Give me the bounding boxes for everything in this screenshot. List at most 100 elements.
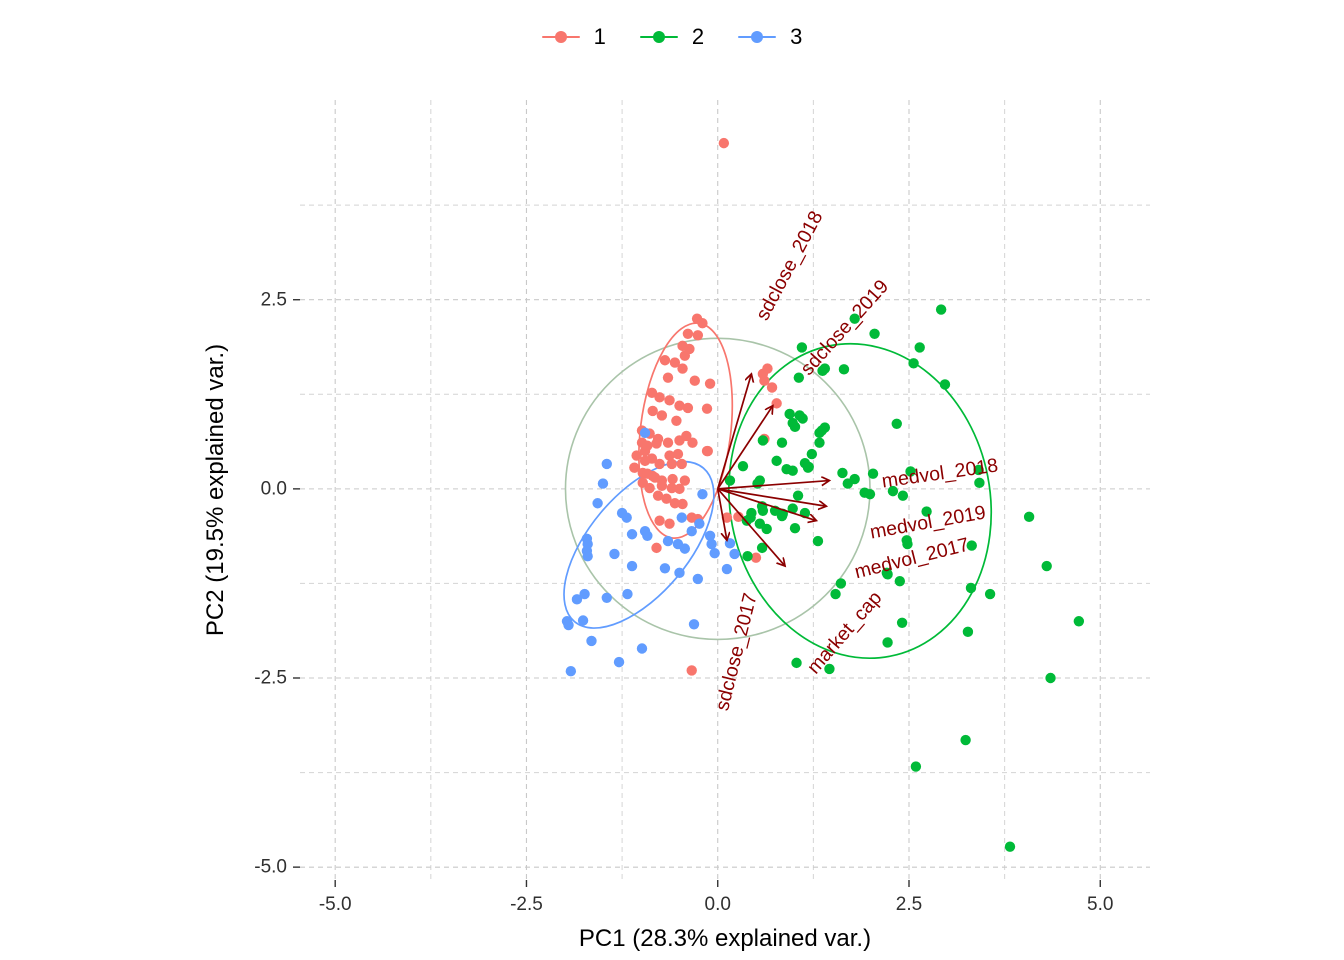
data-point-group-1 <box>771 398 782 409</box>
data-point-group-1 <box>666 482 678 494</box>
data-point-group-1 <box>644 482 655 494</box>
data-point-group-1 <box>687 437 698 448</box>
data-point-group-3 <box>577 615 589 626</box>
data-point-group-2 <box>787 503 798 514</box>
data-point-group-2 <box>1045 672 1056 684</box>
data-point-group-2 <box>914 342 925 353</box>
data-point-group-2 <box>896 617 908 628</box>
data-point-group-1 <box>701 403 713 414</box>
data-point-group-1 <box>692 330 704 341</box>
data-point-group-2 <box>962 626 974 638</box>
data-point-group-2 <box>789 421 801 433</box>
data-point-group-1 <box>649 472 661 483</box>
x-tick-label: 0.0 <box>704 894 731 915</box>
data-point-group-2 <box>784 408 795 420</box>
data-point-group-3 <box>679 543 691 554</box>
data-point-group-2 <box>791 657 802 669</box>
data-point-group-1 <box>676 458 687 470</box>
loading-arrow-sdclose_2017 <box>716 488 727 540</box>
data-point-group-1 <box>652 490 664 501</box>
data-point-group-3 <box>621 512 632 523</box>
data-point-group-1 <box>659 355 671 366</box>
data-point-group-3 <box>609 548 620 560</box>
data-point-group-2 <box>787 465 798 476</box>
data-point-group-1 <box>677 498 688 510</box>
legend-label: 1 <box>593 24 606 49</box>
data-point-group-1 <box>679 350 691 361</box>
data-point-group-2 <box>817 365 828 377</box>
legend-label: 3 <box>790 24 803 49</box>
x-tick-label: 5.0 <box>1087 894 1114 915</box>
data-point-group-2 <box>1004 841 1016 852</box>
data-point-group-3 <box>706 538 717 550</box>
data-point-group-3 <box>704 530 716 541</box>
data-point-group-2 <box>776 510 788 522</box>
loading-arrow-medvol_2019 <box>717 488 827 506</box>
legend-key-line <box>541 31 580 43</box>
data-point-group-1 <box>704 378 716 389</box>
loading-arrows <box>716 374 830 566</box>
data-point-group-1 <box>671 415 682 426</box>
data-point-group-2 <box>1023 511 1035 523</box>
data-point-group-2 <box>859 487 870 498</box>
data-point-group-1 <box>686 665 697 676</box>
data-point-group-3 <box>636 643 648 654</box>
data-point-group-3 <box>676 512 687 523</box>
data-point-group-3 <box>721 563 733 575</box>
data-point-group-2 <box>797 413 808 424</box>
data-point-group-1 <box>661 493 672 504</box>
data-point-group-1 <box>667 473 678 485</box>
data-point-group-2 <box>824 663 835 675</box>
legend-key-dot-icon <box>751 31 764 43</box>
data-point-group-3 <box>565 665 577 677</box>
data-point-group-2 <box>724 475 736 486</box>
data-point-group-1 <box>656 410 668 421</box>
data-point-group-1 <box>639 455 651 467</box>
data-point-group-2 <box>802 462 814 473</box>
data-point-group-2 <box>973 464 984 476</box>
legend-item-2: 2 <box>639 26 704 48</box>
data-point-group-2 <box>771 455 782 467</box>
data-point-group-2 <box>742 550 753 562</box>
y-tick-label: -2.5 <box>254 667 287 689</box>
legend-key-line <box>639 31 678 43</box>
data-point-group-2 <box>796 342 808 353</box>
legend-key-line <box>738 31 777 43</box>
data-point-group-3 <box>626 529 638 540</box>
data-point-group-3 <box>659 563 671 574</box>
cluster-ellipse-group-2 <box>727 342 993 660</box>
legend: 1 2 3 <box>0 26 1344 48</box>
legend-key-dot-icon <box>652 31 665 43</box>
data-point-group-1 <box>629 462 640 473</box>
data-point-group-1 <box>721 512 733 523</box>
data-point-group-2 <box>887 485 899 497</box>
data-point-group-2 <box>757 435 769 446</box>
data-point-group-1 <box>656 480 668 492</box>
data-point-group-2 <box>882 569 893 580</box>
data-point-group-3 <box>674 567 685 579</box>
data-point-group-1 <box>750 552 762 563</box>
data-point-group-1 <box>762 363 773 374</box>
data-point-group-2 <box>960 734 971 746</box>
data-point-group-3 <box>563 619 574 631</box>
data-point-group-3 <box>571 594 583 605</box>
data-point-group-2 <box>935 304 947 315</box>
data-point-group-3 <box>586 635 597 647</box>
data-point-group-2 <box>806 448 818 460</box>
data-point-group-1 <box>631 450 642 461</box>
data-point-group-2 <box>737 460 749 472</box>
data-point-group-3 <box>709 547 720 559</box>
data-point-group-3 <box>697 488 708 500</box>
data-point-group-2 <box>752 478 763 489</box>
y-tick-label: 0.0 <box>260 478 287 500</box>
data-point-group-3 <box>579 588 590 600</box>
data-point-group-3 <box>622 588 633 600</box>
data-point-group-3 <box>639 427 651 439</box>
data-point-group-2 <box>761 523 772 535</box>
data-point-group-3 <box>601 458 612 470</box>
data-point-group-1 <box>654 458 665 470</box>
data-point-group-1 <box>674 400 685 411</box>
data-point-group-1 <box>718 137 730 149</box>
data-point-group-1 <box>669 498 681 509</box>
